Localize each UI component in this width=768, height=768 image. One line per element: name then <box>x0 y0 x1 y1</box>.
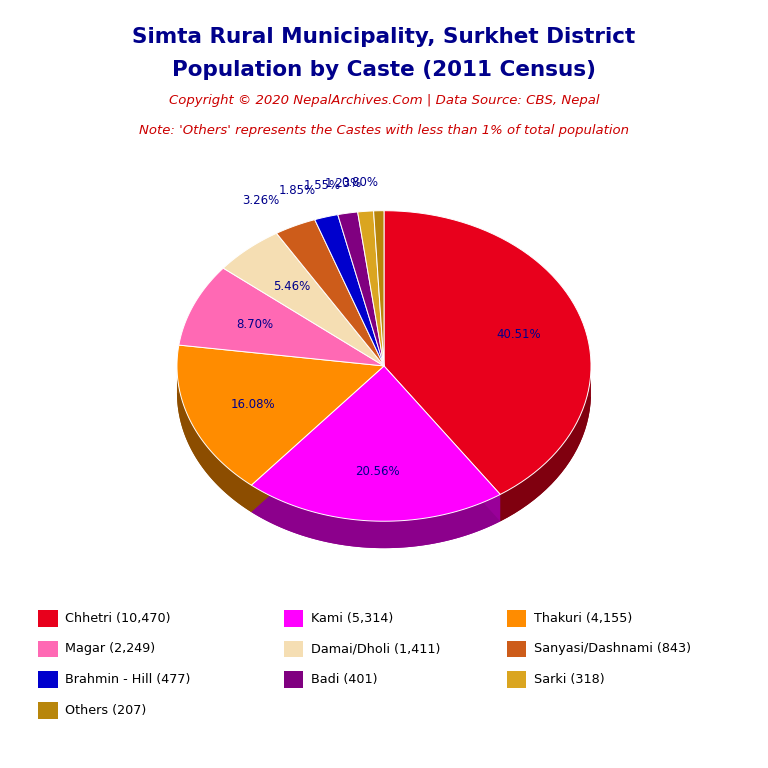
Text: Thakuri (4,155): Thakuri (4,155) <box>534 612 632 624</box>
Polygon shape <box>177 393 384 512</box>
Polygon shape <box>177 345 384 485</box>
Text: 1.23%: 1.23% <box>325 177 362 190</box>
Text: Magar (2,249): Magar (2,249) <box>65 643 155 655</box>
Text: Copyright © 2020 NepalArchives.Com | Data Source: CBS, Nepal: Copyright © 2020 NepalArchives.Com | Dat… <box>169 94 599 107</box>
Text: 1.85%: 1.85% <box>279 184 316 197</box>
Text: Kami (5,314): Kami (5,314) <box>311 612 393 624</box>
Text: 16.08%: 16.08% <box>230 398 275 411</box>
Polygon shape <box>251 366 500 521</box>
Text: Note: 'Others' represents the Castes with less than 1% of total population: Note: 'Others' represents the Castes wit… <box>139 124 629 137</box>
Text: Population by Caste (2011 Census): Population by Caste (2011 Census) <box>172 60 596 80</box>
Polygon shape <box>223 233 384 366</box>
Polygon shape <box>358 211 384 366</box>
Text: 5.46%: 5.46% <box>273 280 310 293</box>
Polygon shape <box>384 210 591 495</box>
Polygon shape <box>384 393 591 521</box>
Text: 3.26%: 3.26% <box>242 194 279 207</box>
Text: 8.70%: 8.70% <box>237 317 273 330</box>
Polygon shape <box>251 485 500 548</box>
Polygon shape <box>500 370 591 521</box>
Text: Brahmin - Hill (477): Brahmin - Hill (477) <box>65 674 190 686</box>
Polygon shape <box>251 393 500 548</box>
Text: Simta Rural Municipality, Surkhet District: Simta Rural Municipality, Surkhet Distri… <box>132 27 636 47</box>
Text: Sarki (318): Sarki (318) <box>534 674 604 686</box>
Text: Sanyasi/Dashnami (843): Sanyasi/Dashnami (843) <box>534 643 690 655</box>
Text: 20.56%: 20.56% <box>355 465 399 478</box>
Text: 0.80%: 0.80% <box>341 177 378 189</box>
Polygon shape <box>276 220 384 366</box>
Polygon shape <box>373 210 384 366</box>
Polygon shape <box>315 214 384 366</box>
Polygon shape <box>338 212 384 366</box>
Text: Damai/Dholi (1,411): Damai/Dholi (1,411) <box>311 643 440 655</box>
Text: Chhetri (10,470): Chhetri (10,470) <box>65 612 170 624</box>
Polygon shape <box>179 268 384 366</box>
Text: Badi (401): Badi (401) <box>311 674 378 686</box>
Text: Others (207): Others (207) <box>65 704 147 717</box>
Text: 1.55%: 1.55% <box>304 179 341 192</box>
Text: 40.51%: 40.51% <box>496 329 541 342</box>
Polygon shape <box>177 366 251 512</box>
